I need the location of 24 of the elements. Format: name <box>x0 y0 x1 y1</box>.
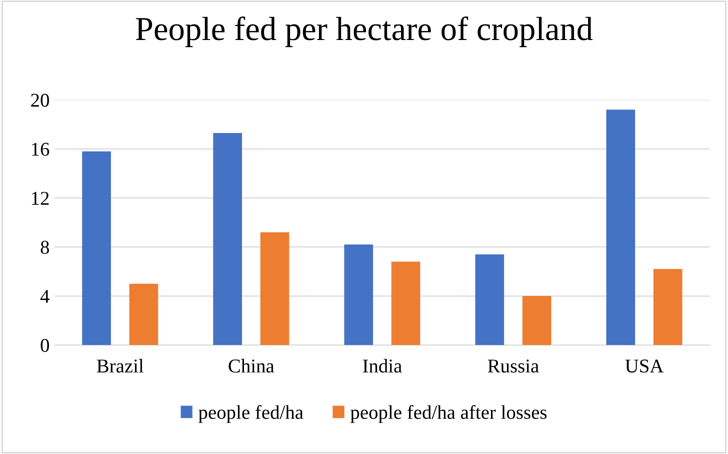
bar <box>653 269 682 346</box>
bar <box>213 132 242 346</box>
bar <box>129 284 158 346</box>
x-tick-label: India <box>362 358 402 373</box>
bar <box>606 110 636 346</box>
y-tick-label: 12 <box>32 192 49 205</box>
bar <box>344 244 374 346</box>
y-tick-label: 0 <box>40 338 49 352</box>
x-tick-label: Russia <box>488 360 539 373</box>
x-tick-label: Brazil <box>96 358 144 373</box>
legend-label: people fed/ha <box>198 405 304 423</box>
bar <box>260 232 290 346</box>
y-tick-label: 20 <box>31 94 49 107</box>
y-tick-label: 4 <box>40 290 50 303</box>
legend-label: people fed/ha after losses <box>350 405 547 423</box>
chart-title: People fed per hectare of cropland <box>136 16 593 48</box>
bar <box>522 296 552 346</box>
bar <box>82 151 111 346</box>
y-tick-label: 8 <box>40 240 49 254</box>
y-tick-label: 16 <box>32 142 50 156</box>
bar <box>391 262 420 346</box>
bar <box>475 254 504 346</box>
x-tick-label: China <box>228 358 274 373</box>
x-tick-label: USA <box>625 360 664 373</box>
